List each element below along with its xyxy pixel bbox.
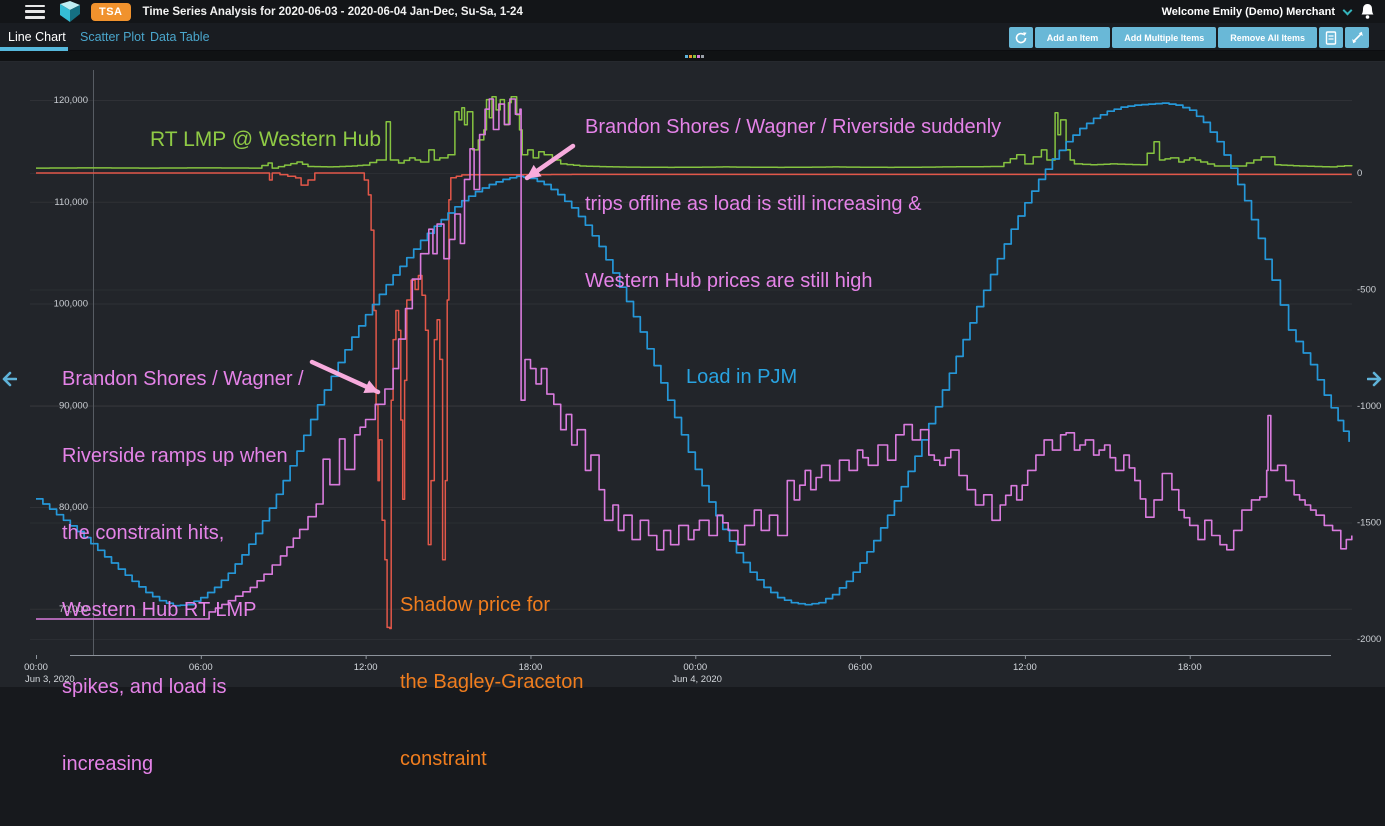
svg-text:06:00: 06:00 <box>189 662 213 673</box>
expand-icon <box>1351 31 1363 44</box>
svg-text:-1000: -1000 <box>1357 401 1381 412</box>
svg-text:18:00: 18:00 <box>519 662 543 673</box>
svg-text:100,000: 100,000 <box>54 299 88 310</box>
tab-scatter-plot[interactable]: Scatter Plot <box>80 30 145 44</box>
add-multiple-button[interactable]: Add Multiple Items <box>1112 27 1217 48</box>
svg-text:110,000: 110,000 <box>54 197 88 208</box>
fullscreen-button[interactable] <box>1345 27 1369 48</box>
svg-text:Jun 3, 2020: Jun 3, 2020 <box>25 674 75 685</box>
svg-text:90,000: 90,000 <box>59 400 88 411</box>
tsa-badge: TSA <box>91 2 131 21</box>
pan-left-arrow-icon[interactable] <box>1 371 17 387</box>
chart-toolbar: Add an Item Add Multiple Items Remove Al… <box>1008 27 1369 48</box>
svg-text:00:00: 00:00 <box>24 662 48 673</box>
svg-text:-2000: -2000 <box>1357 634 1381 645</box>
line-chart-panel: 120,000 110,000 100,000 90,000 80,000 70,000 0… <box>0 62 1385 775</box>
chart-svg[interactable]: 120,000 110,000 100,000 90,000 80,000 70,000 0… <box>0 62 1385 687</box>
svg-text:06:00: 06:00 <box>848 662 872 673</box>
tab-bar: Line Chart Scatter Plot Data Table Add a… <box>0 23 1385 51</box>
welcome-user-menu[interactable]: Welcome Emily (Demo) Merchant <box>1161 5 1335 18</box>
svg-text:00:00: 00:00 <box>683 662 707 673</box>
app-logo <box>60 0 80 22</box>
pan-right-arrow-icon[interactable] <box>1367 371 1383 387</box>
refresh-icon <box>1015 31 1027 43</box>
svg-text:-1500: -1500 <box>1357 518 1381 529</box>
svg-text:0: 0 <box>1357 168 1362 179</box>
active-tab-underline <box>0 47 68 51</box>
add-item-button[interactable]: Add an Item <box>1034 27 1111 48</box>
page-title: Time Series Analysis for 2020-06-03 - 20… <box>142 5 523 18</box>
svg-text:12:00: 12:00 <box>1013 662 1037 673</box>
report-icon <box>1325 30 1337 45</box>
notifications-bell-icon[interactable] <box>1360 3 1375 20</box>
tab-line-chart[interactable]: Line Chart <box>8 30 66 44</box>
chevron-down-icon[interactable] <box>1342 5 1353 15</box>
svg-text:Jun 4, 2020: Jun 4, 2020 <box>672 674 722 685</box>
panel-splitter <box>0 51 1385 62</box>
remove-all-button[interactable]: Remove All Items <box>1218 27 1317 48</box>
svg-text:70,000: 70,000 <box>59 604 88 615</box>
splitter-handle-icon[interactable] <box>685 55 704 58</box>
svg-text:80,000: 80,000 <box>59 502 88 513</box>
svg-text:18:00: 18:00 <box>1178 662 1202 673</box>
report-button[interactable] <box>1319 27 1343 48</box>
menu-icon[interactable] <box>25 4 45 19</box>
top-bar: TSA Time Series Analysis for 2020-06-03 … <box>0 0 1385 23</box>
tab-data-table[interactable]: Data Table <box>150 30 210 44</box>
svg-text:-500: -500 <box>1357 285 1376 296</box>
svg-text:120,000: 120,000 <box>54 95 88 106</box>
refresh-button[interactable] <box>1008 27 1033 48</box>
svg-text:12:00: 12:00 <box>354 662 378 673</box>
